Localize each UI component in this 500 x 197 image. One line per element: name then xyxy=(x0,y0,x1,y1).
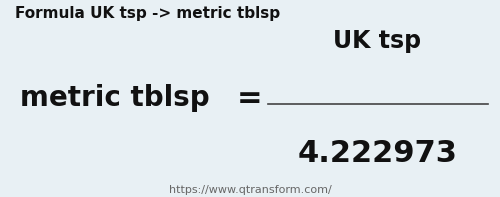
Text: 4.222973: 4.222973 xyxy=(298,139,458,168)
Text: Formula UK tsp -> metric tblsp: Formula UK tsp -> metric tblsp xyxy=(15,6,280,21)
Text: https://www.qtransform.com/: https://www.qtransform.com/ xyxy=(168,185,332,195)
Text: metric tblsp: metric tblsp xyxy=(20,85,210,112)
Text: UK tsp: UK tsp xyxy=(334,29,422,53)
Text: =: = xyxy=(237,84,262,113)
